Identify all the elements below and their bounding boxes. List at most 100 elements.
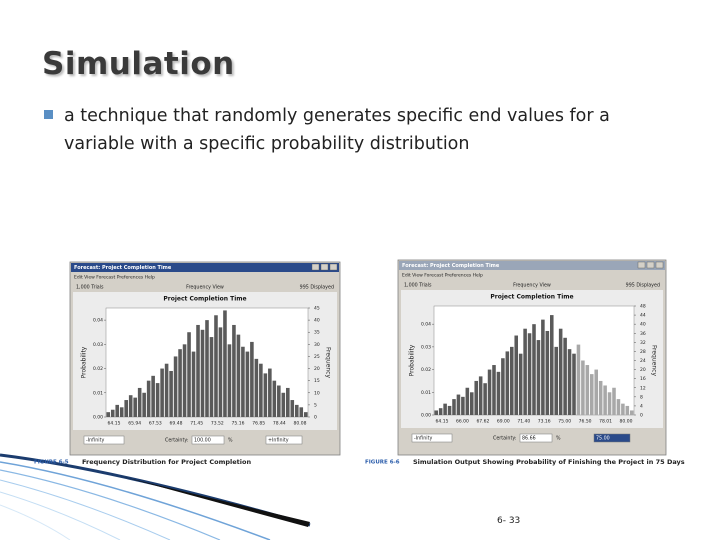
window-button: [637, 261, 646, 269]
histogram-bar: [563, 337, 567, 415]
histogram-bar: [590, 374, 594, 415]
histogram-bar: [294, 404, 299, 417]
y2-tick-label: 16: [640, 376, 646, 382]
histogram-bar: [290, 400, 295, 417]
histogram-bar: [487, 369, 492, 415]
x-tick-label: 71.45: [190, 421, 203, 427]
histogram-bar: [303, 412, 308, 417]
histogram-bar: [245, 351, 250, 417]
y2-tick-label: 44: [640, 313, 646, 319]
histogram-bar: [155, 383, 160, 417]
x-tick-label: 69.48: [170, 421, 183, 427]
histogram-bar: [470, 392, 474, 415]
x-tick-label: 75.16: [232, 421, 245, 427]
histogram-bar: [128, 395, 133, 417]
y2-tick-label: 0: [314, 415, 317, 421]
chart-title: Project Completion Time: [490, 294, 573, 301]
view: Frequency View: [186, 285, 224, 291]
histogram-bar: [447, 405, 452, 415]
window-title: Forecast: Project Completion Time: [402, 263, 500, 269]
y-tick-label: 0.00: [421, 413, 431, 419]
y2-tick-label: 4: [640, 403, 643, 409]
y2-tick-label: 30: [314, 342, 320, 348]
x-tick-label: 69.00: [497, 419, 510, 425]
histogram-bar: [160, 368, 164, 417]
histogram-bar: [554, 346, 558, 415]
certainty-label: Certainty:: [493, 436, 517, 442]
y-tick-label: 0.03: [93, 342, 103, 348]
histogram-bar: [523, 328, 527, 415]
forecast-window: Forecast: Project Completion Time Edit Vi…: [365, 259, 685, 466]
y-tick-label: 0.03: [421, 344, 431, 350]
histogram-bar: [178, 349, 182, 417]
swoosh-line: [0, 469, 221, 540]
y2-tick-label: 40: [314, 318, 320, 324]
window-button: [329, 263, 338, 271]
menu-bar: Edit View Forecast Preferences Help: [402, 273, 483, 279]
histogram-bar: [209, 337, 214, 417]
x-tick-label: 73.52: [211, 421, 224, 427]
forecast-window: Forecast: Project Completion Time Edit Vi…: [34, 261, 341, 466]
lower-input: [83, 435, 125, 445]
x-tick-label: 76.50: [579, 419, 592, 425]
swoosh-line: [0, 461, 271, 540]
histogram-bar: [259, 363, 263, 417]
caption: Frequency Distribution for Project Compl…: [82, 458, 251, 466]
swoosh-line: [0, 504, 71, 540]
histogram-bar: [106, 412, 111, 417]
histogram-bar: [434, 410, 438, 415]
x-tick-label: 65.94: [128, 421, 141, 427]
histogram-bar: [214, 315, 218, 417]
histogram-bar: [110, 409, 115, 417]
y-tick-label: 0.01: [421, 390, 431, 396]
x-tick-label: 67.53: [149, 421, 162, 427]
histogram-bar: [286, 387, 290, 417]
histogram-bar: [164, 363, 169, 417]
y2-tick-label: 25: [314, 354, 320, 360]
y-tick-label: 0.02: [93, 366, 103, 372]
title-bar: [399, 261, 665, 270]
histogram-bar: [625, 405, 630, 415]
histogram-bar: [581, 360, 585, 415]
histogram-bar: [272, 380, 277, 417]
displayed: 995 Displayed: [300, 285, 334, 291]
histogram-bar: [496, 371, 501, 415]
histogram-bar: [277, 385, 281, 417]
histogram-bar: [151, 375, 155, 417]
histogram-bar: [250, 341, 254, 417]
swoosh-line: [0, 491, 121, 540]
histogram-bar: [263, 373, 268, 417]
y2-tick-label: 0: [640, 413, 643, 419]
y-tick-label: 0.00: [93, 415, 103, 421]
slide-title: Simulation: [42, 46, 235, 82]
histogram-bar: [241, 346, 245, 417]
x-tick-label: 78.44: [273, 421, 286, 427]
histogram-bar: [501, 358, 505, 415]
histogram-bar: [505, 351, 510, 415]
histogram-bar: [299, 407, 304, 417]
percent-sign: %: [228, 438, 233, 444]
displayed: 995 Displayed: [626, 283, 660, 289]
swoosh-wedge: [120, 476, 310, 527]
swoosh: [0, 453, 311, 540]
caption-label: FIGURE 6-6: [365, 460, 400, 466]
bullet-marker: [44, 110, 53, 119]
histogram-bar: [603, 385, 607, 415]
histogram-bar: [115, 404, 120, 417]
y2-axis-label: Frequency: [651, 345, 658, 376]
histogram-bar: [585, 365, 590, 415]
y2-tick-label: 15: [314, 378, 320, 384]
histogram-bar: [452, 399, 456, 415]
x-tick-label: 76.85: [252, 421, 265, 427]
histogram-bar: [254, 358, 259, 417]
histogram-bar: [532, 324, 536, 415]
histogram-bar: [456, 394, 461, 415]
histogram-bar: [218, 327, 223, 417]
histogram-bar: [550, 315, 554, 415]
certainty-input: [519, 433, 553, 443]
y-axis-label: Probability: [81, 346, 88, 378]
histogram-bar: [187, 332, 191, 417]
histogram-bar: [137, 387, 142, 417]
